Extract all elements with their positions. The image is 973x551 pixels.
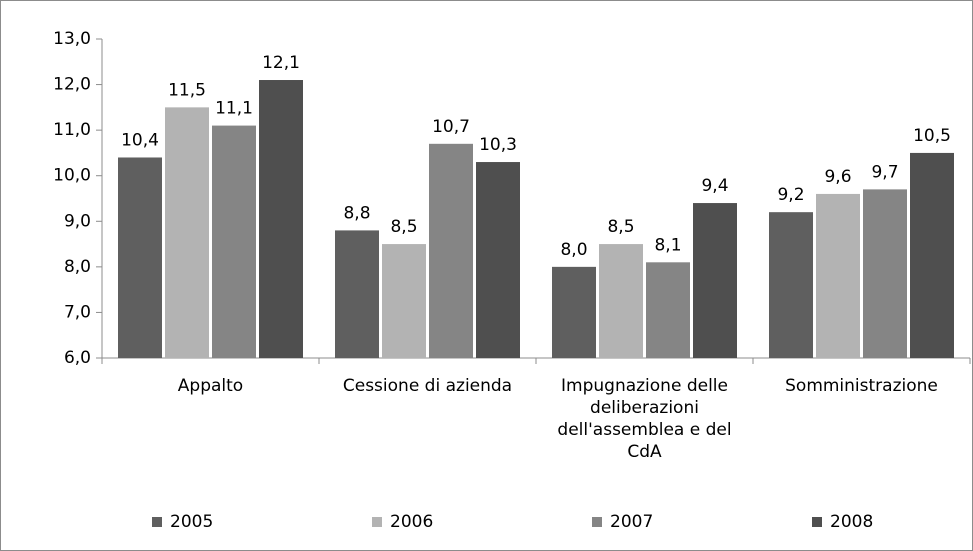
bar [693, 203, 737, 358]
x-tick-label: Impugnazione delle deliberazioni dell'asse… [557, 376, 731, 462]
bar [429, 143, 473, 358]
data-label: 10,5 [913, 126, 951, 146]
data-label: 8,8 [343, 203, 370, 223]
bar [552, 266, 596, 358]
bar [335, 230, 379, 358]
y-tick-label: 12,0 [53, 75, 91, 95]
data-label: 9,6 [824, 167, 851, 187]
data-label: 8,5 [390, 217, 417, 237]
y-tick-label: 9,0 [64, 211, 91, 231]
legend-label: 2005 [170, 512, 213, 532]
y-tick-label: 10,0 [53, 166, 91, 186]
x-tick-label-line: Appalto [178, 376, 243, 396]
bar [118, 157, 162, 358]
legend-swatch [372, 517, 382, 527]
data-label: 10,3 [479, 135, 517, 155]
y-tick-label: 11,0 [53, 120, 91, 140]
data-label: 10,7 [432, 117, 470, 137]
y-tick-label: 8,0 [64, 257, 91, 277]
y-tick-label: 13,0 [53, 29, 91, 49]
bar [476, 162, 520, 358]
data-label: 8,1 [654, 235, 681, 255]
bar [212, 125, 256, 358]
x-tick-label-line: CdA [627, 442, 662, 462]
bar [769, 212, 813, 358]
data-label: 11,1 [215, 99, 253, 119]
data-label: 8,5 [607, 217, 634, 237]
legend-swatch [812, 517, 822, 527]
data-label: 10,4 [121, 130, 159, 150]
y-tick-label: 6,0 [64, 348, 91, 368]
bar [910, 152, 954, 358]
legend-label: 2008 [830, 512, 873, 532]
data-label: 9,2 [777, 185, 804, 205]
legend-swatch [592, 517, 602, 527]
x-tick-label-line: deliberazioni [590, 398, 699, 418]
bar [816, 193, 860, 358]
bar [165, 107, 209, 358]
legend-swatch [152, 517, 162, 527]
x-tick-label: Somministrazione [785, 376, 938, 396]
data-label: 12,1 [262, 53, 300, 73]
y-tick-label: 7,0 [64, 302, 91, 322]
bar [863, 189, 907, 358]
x-tick-label: Appalto [178, 376, 243, 396]
x-tick-label-line: Cessione di azienda [343, 376, 512, 396]
x-tick-label-line: Somministrazione [785, 376, 938, 396]
data-label: 11,5 [168, 80, 206, 100]
x-tick-label-line: Impugnazione delle [561, 376, 728, 396]
bar [259, 80, 303, 358]
data-label: 9,7 [871, 162, 898, 182]
bar [646, 262, 690, 358]
data-label: 8,0 [560, 240, 587, 260]
x-tick-label: Cessione di azienda [343, 376, 512, 396]
x-tick-label-line: dell'assemblea e del [557, 420, 731, 440]
data-label: 9,4 [701, 176, 728, 196]
bar [599, 244, 643, 358]
legend-label: 2007 [610, 512, 653, 532]
legend-label: 2006 [390, 512, 433, 532]
bar [382, 244, 426, 358]
